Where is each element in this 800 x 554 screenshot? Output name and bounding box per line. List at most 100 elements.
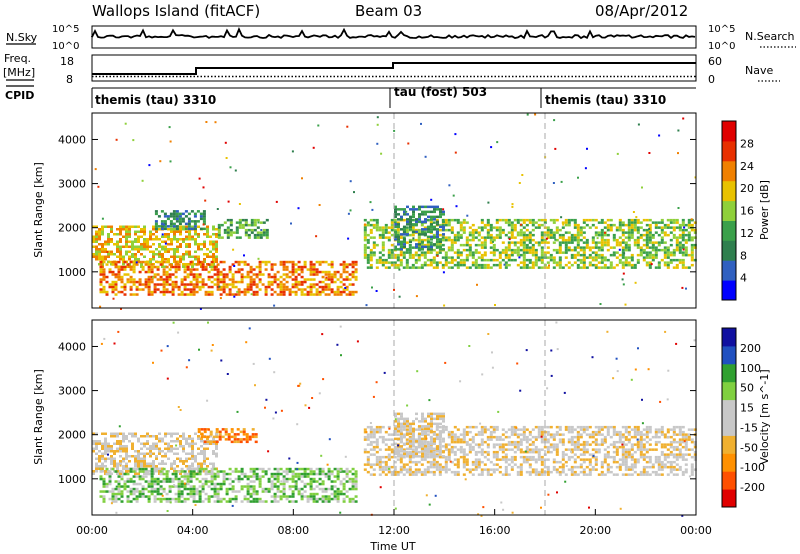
power-cell — [426, 243, 430, 247]
power-cell — [225, 285, 229, 289]
power-scatter-point — [398, 268, 401, 271]
velocity-cell — [242, 428, 246, 431]
power-cell — [564, 246, 568, 249]
power-cell — [342, 263, 346, 266]
velocity-cell — [134, 465, 137, 468]
power-cell — [438, 243, 442, 247]
power-cell — [534, 221, 538, 224]
power-cell — [606, 241, 610, 244]
power-cell — [161, 258, 164, 261]
power-cell — [459, 236, 463, 239]
power-cell — [351, 270, 355, 274]
power-cell — [111, 290, 115, 294]
power-scatter-point — [650, 263, 653, 266]
power-cell — [618, 253, 622, 257]
velocity-cell — [213, 475, 217, 478]
velocity-cell — [174, 485, 178, 488]
power-cell — [645, 228, 649, 232]
velocity-cell — [270, 485, 274, 488]
velocity-cell — [336, 492, 340, 496]
velocity-cell — [282, 475, 286, 478]
velocity-cell — [627, 455, 631, 459]
power-cell — [633, 266, 637, 269]
power-cell — [693, 221, 697, 224]
power-cell — [645, 243, 649, 247]
velocity-cell — [603, 435, 607, 439]
power-cell — [600, 243, 604, 247]
power-cell — [402, 251, 406, 254]
power-cell — [636, 253, 640, 257]
power-cell — [441, 218, 445, 222]
velocity-cell — [291, 470, 295, 473]
power-cell — [229, 223, 233, 227]
power-cell — [648, 238, 652, 242]
power-cell — [555, 238, 559, 242]
power-cell — [273, 273, 277, 276]
velocity-cell — [498, 470, 502, 474]
power-cell — [104, 240, 107, 243]
velocity-cell — [258, 497, 262, 501]
power-region-1 — [99, 260, 358, 296]
velocity-cell — [624, 428, 628, 431]
power-cell — [303, 278, 307, 281]
power-cell — [191, 238, 194, 241]
power-cell — [315, 290, 319, 294]
power-cell — [555, 231, 559, 234]
velocity-cell — [447, 458, 451, 461]
power-cell — [444, 236, 448, 239]
velocity-cell — [558, 425, 562, 429]
power-cell — [558, 263, 562, 267]
power-cell — [297, 280, 301, 284]
freq-panel: Freq. [MHz] 18 8 60 0 Nave — [3, 52, 780, 86]
velocity-cell — [336, 467, 340, 471]
power-cell — [147, 283, 151, 286]
power-cell — [397, 218, 400, 221]
power-cell — [666, 223, 670, 227]
power-cell — [427, 215, 430, 219]
power-cell — [405, 261, 409, 264]
power-cell — [621, 266, 625, 269]
velocity-cell — [170, 435, 173, 438]
velocity-cell — [306, 497, 310, 501]
power-cell — [576, 251, 580, 254]
power-cell — [363, 231, 367, 234]
velocity-cell — [312, 472, 316, 476]
power-cell — [684, 248, 688, 252]
power-cell — [185, 238, 188, 241]
power-cell — [172, 210, 176, 213]
power-cell — [603, 263, 607, 267]
power-cell — [244, 218, 248, 222]
power-cell — [363, 253, 367, 257]
power-cell — [342, 265, 346, 269]
velocity-cell — [630, 435, 634, 439]
velocity-cell — [369, 430, 373, 434]
power-cell — [636, 228, 640, 232]
power-cell — [471, 228, 475, 232]
velocity-cell — [149, 452, 152, 455]
velocity-cell — [164, 452, 167, 455]
power-cell — [495, 258, 499, 262]
power-cell — [474, 243, 478, 247]
power-cell — [411, 228, 415, 232]
power-cell — [561, 221, 565, 224]
velocity-cell — [579, 425, 583, 429]
power-cell — [450, 241, 454, 244]
velocity-cell — [267, 487, 271, 491]
velocity-cell — [516, 440, 520, 444]
velocity-cell — [188, 465, 191, 468]
velocity-cell — [177, 490, 181, 493]
power-cell — [549, 233, 553, 237]
power-cell — [435, 266, 439, 269]
power-cell — [594, 226, 598, 229]
power-cell — [294, 270, 298, 274]
power-cell — [171, 285, 175, 289]
cpid-panel: CPID themis (tau) 3310 tau (fost) 503 th… — [5, 85, 696, 108]
power-cell — [92, 255, 95, 258]
power-cell — [567, 231, 571, 234]
velocity-cell — [582, 473, 586, 476]
velocity-cell — [528, 430, 532, 434]
velocity-cell — [258, 482, 262, 486]
power-cell — [253, 233, 257, 237]
velocity-cell — [227, 435, 231, 439]
power-cell — [172, 215, 176, 218]
